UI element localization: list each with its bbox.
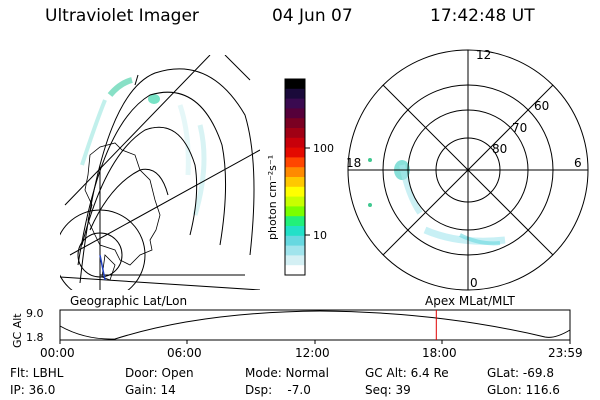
apex-label: Apex MLat/MLT (425, 294, 515, 308)
colorbar-tick-100: 100 (313, 142, 334, 155)
colorbar-swatch (285, 118, 305, 129)
geographic-label: Geographic Lat/Lon (70, 294, 188, 308)
mlt-label-18: 18 (346, 156, 361, 170)
altitude-ylabel: GC Alt (11, 313, 24, 348)
xtick-1800: 18:00 (422, 346, 457, 360)
colorbar-swatch (285, 255, 305, 266)
auroral-emission-geo (80, 77, 207, 216)
colorbar-gradient (285, 79, 305, 276)
altitude-ymax: 9.0 (26, 307, 44, 320)
filter-readout: Flt: LBHL (10, 366, 64, 380)
colorbar-tick-10: 10 (313, 229, 327, 242)
colorbar-swatch (285, 186, 305, 198)
instrument-title: Ultraviolet Imager (45, 6, 199, 26)
colorbar-swatch (285, 108, 305, 119)
altitude-ymin: 1.8 (26, 331, 44, 344)
dsp-readout: Dsp: -7.0 (245, 383, 311, 397)
lat-label-60: 60 (534, 99, 549, 113)
colorbar-swatch (285, 88, 305, 100)
altitude-plot: GC Alt 9.0 1.8 00:00 06:00 12:00 18:00 2… (11, 307, 583, 360)
gc-alt-readout: GC Alt: 6.4 Re (365, 366, 449, 380)
colorbar-swatch (285, 137, 305, 149)
mlt-label-0: 0 (470, 276, 478, 290)
lat-label-80: 80 (492, 142, 507, 156)
xtick-2359: 23:59 (548, 346, 583, 360)
altitude-frame (59, 309, 571, 341)
colorbar-unit-label: photon cm⁻²s⁻¹ (266, 155, 279, 240)
colorbar-swatch (285, 216, 305, 227)
xtick-0600: 06:00 (167, 346, 202, 360)
xtick-1200: 12:00 (295, 346, 330, 360)
colorbar: 100 10 photon cm⁻²s⁻¹ (266, 78, 334, 276)
ip-readout: IP: 36.0 (10, 383, 56, 397)
colorbar-swatch (285, 245, 305, 256)
colorbar-swatch (285, 196, 305, 207)
colorbar-swatch (285, 167, 305, 178)
colorbar-swatch (285, 265, 305, 276)
mode-readout: Mode: Normal (245, 366, 329, 380)
glat-readout: GLat: -69.8 (487, 366, 554, 380)
colorbar-swatch (285, 147, 305, 158)
geographic-image (60, 55, 260, 290)
date-label: 04 Jun 07 (272, 6, 353, 26)
mlt-label-6: 6 (574, 156, 582, 170)
colorbar-swatch (285, 157, 305, 168)
colorbar-swatch (285, 98, 305, 109)
glon-readout: GLon: 116.6 (487, 383, 560, 397)
polar-mlt-plot: 12 18 6 0 60 70 80 (346, 48, 589, 291)
colorbar-swatch (285, 79, 305, 90)
altitude-curve (59, 310, 571, 340)
colorbar-swatch (285, 206, 305, 217)
colorbar-swatch (285, 235, 305, 247)
seq-readout: Seq: 39 (365, 383, 411, 397)
door-readout: Door: Open (125, 366, 194, 380)
gain-readout: Gain: 14 (125, 383, 176, 397)
colorbar-swatch (285, 226, 305, 237)
mlt-label-12: 12 (476, 48, 491, 62)
colorbar-swatch (285, 177, 305, 188)
colorbar-swatch (285, 128, 305, 139)
time-label: 17:42:48 UT (430, 6, 535, 26)
xtick-0000: 00:00 (40, 346, 75, 360)
lat-label-70: 70 (512, 121, 527, 135)
